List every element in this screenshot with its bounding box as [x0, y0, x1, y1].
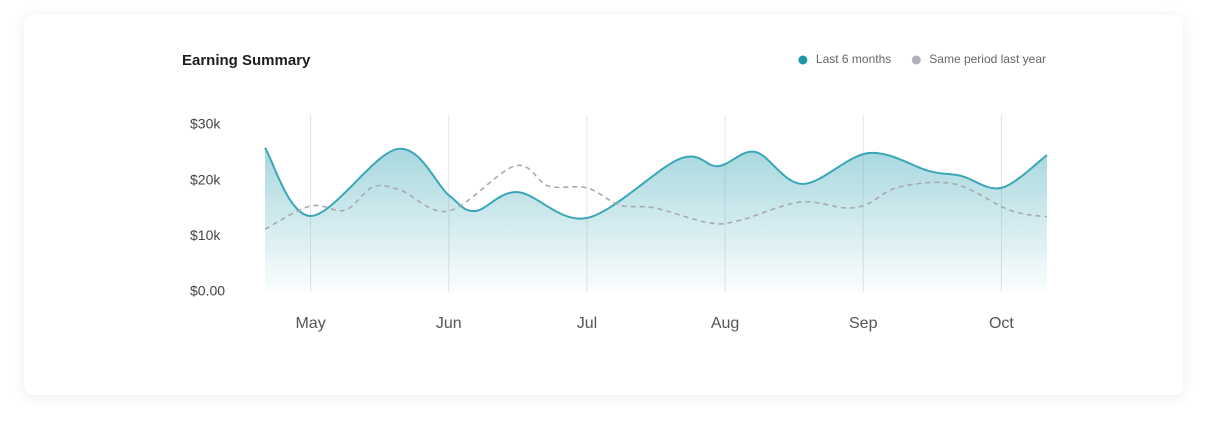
legend-marker — [798, 55, 808, 65]
x-tick-label: Sep — [849, 315, 878, 332]
line — [264, 164, 1048, 230]
y-tick-label: $10k — [190, 227, 221, 243]
y-tick-label: $30k — [190, 116, 221, 132]
legend-label: Same period last year — [929, 52, 1046, 66]
x-tick-label: Jul — [577, 315, 597, 332]
y-tick-label: $20k — [190, 171, 221, 187]
legend-marker — [911, 55, 921, 65]
legend-label: Last 6 months — [816, 52, 891, 66]
x-tick-label: Oct — [989, 315, 1014, 332]
x-tick-label: Aug — [711, 315, 739, 332]
x-tick-label: May — [295, 315, 325, 332]
line — [264, 147, 1048, 220]
y-tick-label: $0.00 — [190, 283, 225, 299]
area — [265, 147, 1047, 292]
chart-title: Earning Summary — [182, 52, 311, 69]
x-tick-label: Jun — [436, 315, 462, 332]
